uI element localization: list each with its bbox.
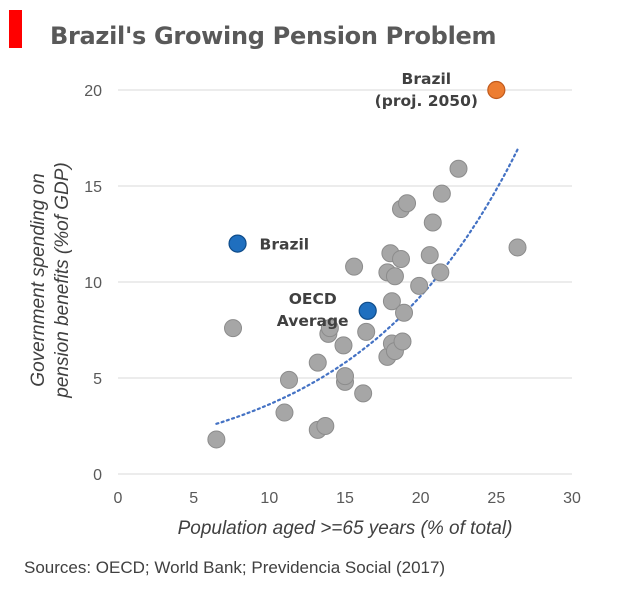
y-tick-label: 10 (84, 275, 102, 292)
country-point (275, 403, 294, 422)
highlight-point (228, 234, 247, 253)
source-note: Sources: OECD; World Bank; Previdencia S… (24, 558, 446, 577)
x-tick-label: 10 (260, 490, 278, 507)
country-point (316, 417, 335, 435)
x-tick-label: 20 (412, 490, 430, 507)
country-point (449, 159, 468, 178)
x-tick-label: 25 (487, 490, 505, 507)
trendline (215, 148, 519, 425)
label-brazil: Brazil (260, 236, 310, 254)
country-point (224, 319, 243, 338)
y-axis-title-line: pension benefits (%of GDP) (52, 162, 73, 399)
country-point (420, 246, 439, 265)
country-point (334, 336, 353, 355)
country-point (431, 263, 450, 282)
x-tick-label: 0 (114, 490, 123, 507)
title-accent-bar (9, 10, 22, 48)
y-axis-title: Government spending on pension benefits (… (28, 162, 73, 399)
country-point (320, 319, 339, 338)
label-brazil-2050: Brazil (proj. 2050) (375, 70, 478, 110)
country-point (357, 322, 376, 341)
data-points (207, 80, 527, 449)
country-point (308, 353, 327, 372)
country-point (280, 370, 299, 389)
country-point (423, 213, 442, 232)
country-point (336, 367, 354, 386)
x-axis: 0 5 10 15 20 25 30 Population aged >=65 years (… (114, 473, 581, 539)
label-oecd-average: OECD Average (277, 290, 349, 330)
country-point (385, 267, 404, 286)
country-point (398, 194, 417, 213)
x-tick-label: 15 (336, 490, 354, 507)
y-axis: 0 5 10 15 20 Government spending on pension be… (28, 83, 102, 484)
country-point (354, 384, 373, 403)
y-tick-label: 0 (93, 467, 102, 484)
highlight-point (487, 80, 506, 100)
x-tick-label: 30 (563, 490, 581, 507)
gridlines (118, 89, 572, 379)
chart-title: Brazil's Growing Pension Problem (50, 22, 497, 50)
label-brazil-2050-line: Brazil (402, 70, 452, 88)
country-point (393, 332, 412, 351)
country-point (432, 184, 451, 203)
country-point (345, 257, 364, 276)
country-point (395, 303, 414, 322)
country-point (508, 238, 527, 257)
label-oecd-line: Average (277, 312, 349, 330)
label-oecd-line: OECD (289, 290, 337, 308)
x-tick-label: 5 (189, 490, 198, 507)
highlight-point (358, 301, 377, 320)
label-brazil-2050-line: (proj. 2050) (375, 92, 478, 110)
y-tick-label: 15 (84, 179, 102, 196)
country-point (382, 292, 401, 311)
country-point (410, 276, 429, 295)
x-axis-title: Population aged >=65 years (% of total) (178, 518, 513, 539)
country-point (391, 249, 410, 268)
country-point (207, 430, 226, 449)
scatter-chart: 0 5 10 15 20 25 30 Population aged >=65 years (… (28, 70, 581, 539)
y-tick-label: 20 (84, 83, 102, 100)
y-tick-label: 5 (93, 371, 102, 388)
annotations: Brazil OECD Average Brazil (proj. 2050) (260, 70, 478, 330)
trendline-group (215, 148, 519, 425)
y-axis-title-line: Government spending on (28, 173, 49, 386)
